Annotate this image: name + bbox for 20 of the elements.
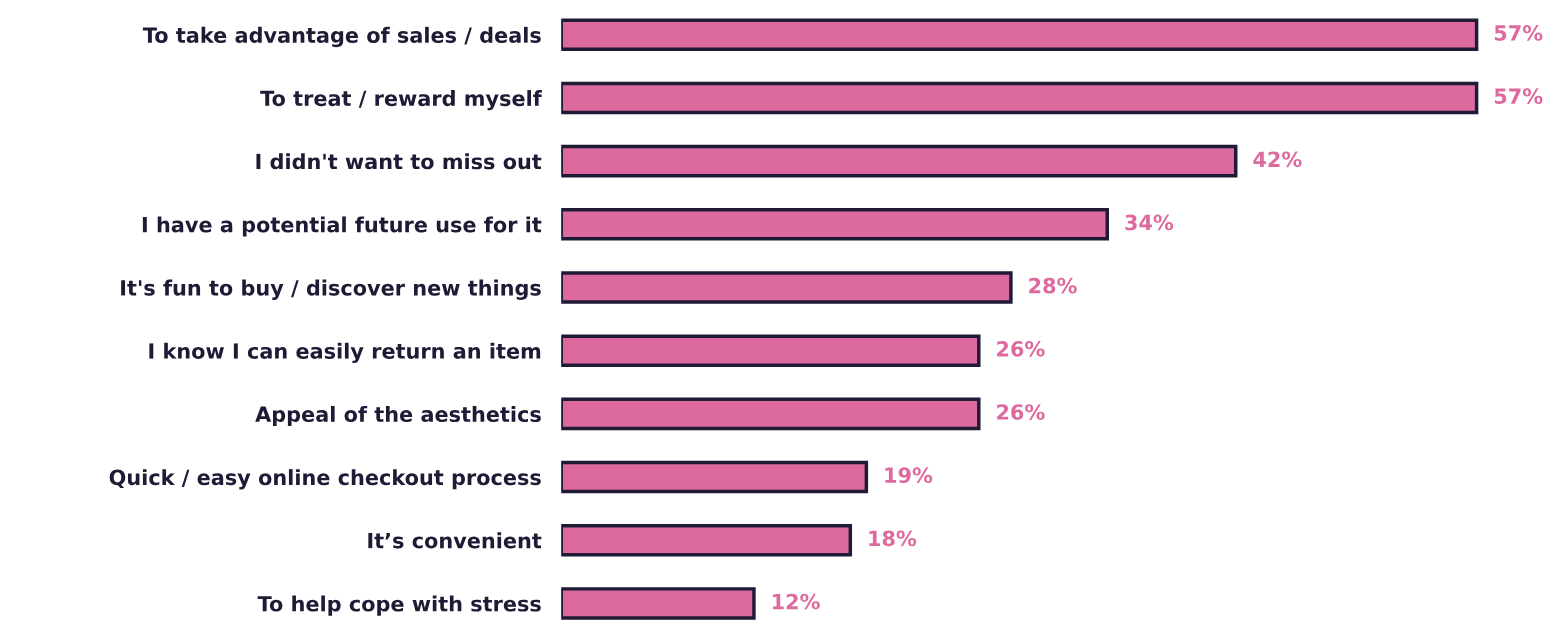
y-tick-label: Appeal of the aesthetics [255, 405, 541, 427]
data-label: 19% [885, 467, 933, 484]
data-label: 18% [869, 530, 917, 547]
y-tick-label: To help cope with stress [257, 595, 541, 616]
y-tick-label: It's fun to buy / discover new things [121, 279, 541, 300]
data-label: 12% [772, 593, 820, 610]
y-tick-label: I didn't want to miss out [256, 153, 542, 170]
y-tick-label: I have a potential future use for it [142, 216, 542, 237]
y-tick-label: To take advantage of sales / deals [142, 26, 541, 48]
y-tick-label: It’s convenient [368, 532, 542, 549]
data-label: 42% [1253, 151, 1302, 168]
data-label: 34% [1125, 214, 1174, 231]
y-tick-label: Quick / easy online checkout process [109, 469, 541, 490]
y-tick-label: To treat / reward myself [260, 90, 542, 111]
data-label: 28% [1029, 277, 1077, 294]
data-label: 26% [997, 340, 1045, 357]
y-tick-label: I know I can easily return an item [149, 342, 541, 364]
data-label: 57% [1494, 25, 1543, 41]
data-label: 26% [997, 404, 1045, 420]
data-label: 57% [1494, 88, 1543, 104]
